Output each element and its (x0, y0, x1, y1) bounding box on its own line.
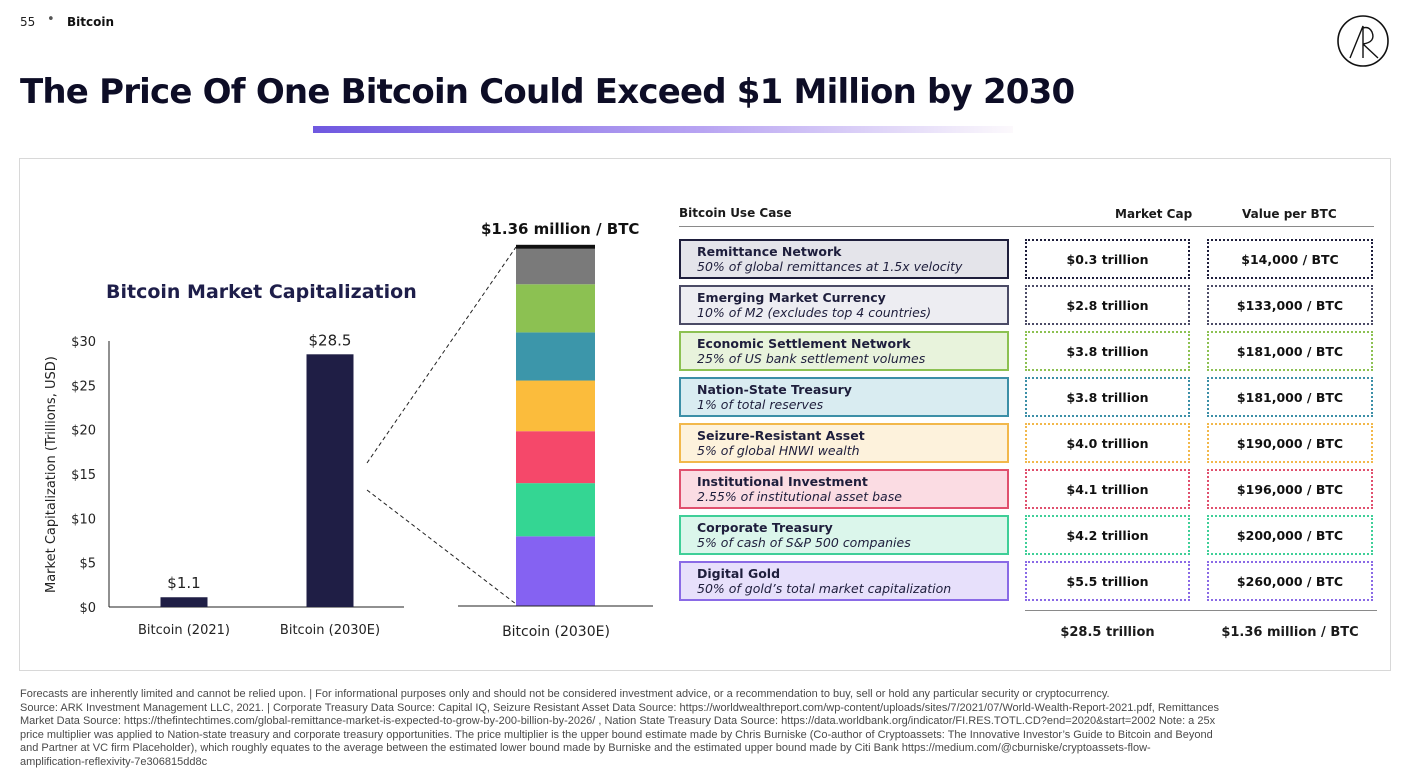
stack-segment (516, 431, 595, 484)
value-per-btc-cell: $200,000 / BTC (1207, 515, 1373, 555)
market-cap-cell: $4.1 trillion (1025, 469, 1190, 509)
stack-segment (516, 284, 595, 333)
use-case-description: 2.55% of institutional asset base (697, 489, 902, 504)
use-case-header: Bitcoin Use Case (679, 206, 792, 220)
market-cap-cell: $5.5 trillion (1025, 561, 1190, 601)
x-tick-label: Bitcoin (2030E) (280, 623, 380, 638)
use-case-cell: Remittance Network 50% of global remittan… (679, 239, 1009, 279)
market-cap-chart-title: Bitcoin Market Capitalization (106, 281, 417, 303)
x-tick-label: Bitcoin (2021) (138, 623, 230, 638)
total-value-per-btc: $1.36 million / BTC (1221, 625, 1359, 640)
value-per-btc-cell: $14,000 / BTC (1207, 239, 1373, 279)
use-case-cell: Institutional Investment 2.55% of institu… (679, 469, 1009, 509)
use-case-name: Seizure-Resistant Asset (697, 428, 865, 443)
footnote-line: Forecasts are inherently limited and can… (20, 688, 1110, 700)
market-cap-cell: $3.8 trillion (1025, 377, 1190, 417)
market-cap-cell: $4.2 trillion (1025, 515, 1190, 555)
stack-segment (516, 483, 595, 537)
zoom-connector-bottom (366, 489, 517, 605)
bar-data-label: $28.5 (309, 331, 352, 349)
stack-segment (516, 536, 595, 606)
use-case-cell: Emerging Market Currency 10% of M2 (exclu… (679, 285, 1009, 325)
page-title: The Price Of One Bitcoin Could Exceed $1… (20, 72, 1075, 112)
bar (160, 597, 208, 607)
y-tick-label: $15 (71, 468, 96, 483)
footnotes: Forecasts are inherently limited and can… (20, 688, 1405, 769)
ark-logo-icon (1337, 15, 1389, 67)
use-case-name: Emerging Market Currency (697, 290, 886, 305)
stack-chart-title: $1.36 million / BTC (481, 220, 640, 238)
use-case-name: Digital Gold (697, 566, 781, 581)
use-case-description: 5% of global HNWI wealth (697, 443, 860, 458)
y-tick-label: $30 (71, 335, 96, 350)
content-frame (19, 158, 1391, 671)
value-per-btc-cell: $190,000 / BTC (1207, 423, 1373, 463)
title-underline (313, 126, 1013, 133)
page-number: 55 (20, 15, 36, 29)
market-cap-cell: $3.8 trillion (1025, 331, 1190, 371)
use-case-name: Economic Settlement Network (697, 336, 911, 351)
y-tick-label: $20 (71, 424, 96, 439)
use-case-cell: Nation-State Treasury 1% of total reserve… (679, 377, 1009, 417)
market-cap-cell: $2.8 trillion (1025, 285, 1190, 325)
y-tick-label: $5 (79, 557, 96, 572)
table-header-rule (679, 226, 1374, 227)
section-label: Bitcoin (67, 15, 115, 29)
use-case-name: Remittance Network (697, 244, 842, 259)
bar (306, 354, 354, 607)
table-total-rule (1025, 610, 1377, 611)
use-case-cell: Corporate Treasury 5% of cash of S&P 500 … (679, 515, 1009, 555)
stack-segment (516, 380, 595, 432)
use-case-cell: Economic Settlement Network 25% of US ban… (679, 331, 1009, 371)
use-case-description: 10% of M2 (excludes top 4 countries) (697, 305, 932, 320)
bar-data-label: $1.1 (167, 574, 200, 592)
value-per-btc-cell: $181,000 / BTC (1207, 331, 1373, 371)
use-case-description: 50% of gold’s total market capitalizatio… (697, 581, 952, 596)
use-case-cell: Seizure-Resistant Asset 5% of global HNWI… (679, 423, 1009, 463)
y-tick-label: $0 (79, 601, 96, 616)
use-case-description: 1% of total reserves (697, 397, 824, 412)
footnote-line: Source: ARK Investment Management LLC, 2… (20, 701, 1219, 714)
footnote-line: and Partner at VC firm Placeholder), whi… (20, 742, 1151, 754)
market-cap-header: Market Cap (1115, 207, 1193, 221)
header-separator: • (47, 12, 55, 27)
zoom-connector-top (366, 246, 517, 464)
use-case-description: 25% of US bank settlement volumes (697, 351, 926, 366)
value-per-btc-cell: $181,000 / BTC (1207, 377, 1373, 417)
footnote-line: price multiplier was applied to Nation-s… (20, 728, 1213, 741)
use-case-description: 5% of cash of S&P 500 companies (697, 535, 911, 550)
y-tick-label: $25 (71, 379, 96, 394)
value-per-btc-cell: $260,000 / BTC (1207, 561, 1373, 601)
value-per-btc-header: Value per BTC (1242, 207, 1337, 221)
use-case-name: Corporate Treasury (697, 520, 833, 535)
use-case-name: Nation-State Treasury (697, 382, 852, 397)
stack-segment (516, 244, 595, 249)
stack-x-label: Bitcoin (2030E) (502, 624, 610, 640)
footnote-line: amplification-reflexivity-7e306815dd8c (20, 755, 208, 768)
use-case-description: 50% of global remittances at 1.5x veloci… (697, 259, 963, 274)
value-per-btc-cell: $196,000 / BTC (1207, 469, 1373, 509)
use-case-cell: Digital Gold 50% of gold’s total market c… (679, 561, 1009, 601)
market-cap-cell: $0.3 trillion (1025, 239, 1190, 279)
footnote-line: Market Data Source: https://thefintechti… (20, 715, 1216, 727)
total-market-cap: $28.5 trillion (1060, 625, 1155, 640)
stack-segment (516, 332, 595, 381)
stack-segment (516, 248, 595, 285)
value-per-btc-cell: $133,000 / BTC (1207, 285, 1373, 325)
y-tick-label: $10 (71, 512, 96, 527)
use-case-name: Institutional Investment (697, 474, 868, 489)
market-cap-cell: $4.0 trillion (1025, 423, 1190, 463)
